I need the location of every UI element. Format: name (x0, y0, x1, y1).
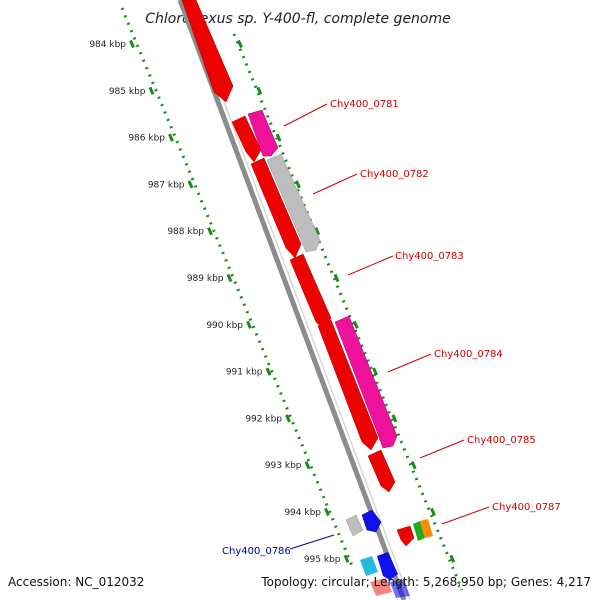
callout-line-0787 (441, 506, 490, 525)
right-scale-tick-mark (237, 39, 243, 49)
gene-small-green[interactable] (413, 521, 425, 541)
gene-arrow-red[interactable] (289, 253, 332, 331)
callout-line-0782 (312, 173, 358, 195)
right-scale-ticks (237, 39, 456, 563)
gene-label[interactable]: Chy400_0782 (360, 169, 429, 180)
gene-arrow-red[interactable] (396, 525, 415, 547)
kbp-tick-mark (324, 507, 330, 517)
gene-arrow-blue[interactable] (377, 552, 398, 580)
kbp-tick-label: 989 kbp (187, 274, 224, 284)
kbp-tick-label: 991 kbp (226, 368, 263, 378)
gene-label[interactable]: Chy400_0783 (395, 251, 464, 262)
right-scale-tick-mark (391, 414, 398, 423)
kbp-scale: 984 kbp 985 kbp 986 kbp 987 kbp 988 kbp 989 k… (89, 39, 350, 565)
kbp-tick-mark (207, 227, 213, 236)
gene-label[interactable]: Chy400_0784 (434, 349, 503, 360)
kbp-tick-label: 986 kbp (128, 134, 165, 144)
gene-chy400-0784[interactable] (334, 315, 398, 449)
kbp-tick-label: 990 kbp (206, 321, 243, 331)
gene-chy400-0787[interactable] (420, 519, 433, 538)
right-scale-tick-mark (352, 320, 359, 329)
right-scale-tick-mark (333, 273, 340, 283)
callout-line-0785 (419, 439, 465, 459)
right-scale-tick-mark (449, 554, 456, 563)
right-scale-dotted-line (232, 33, 464, 591)
kbp-tick-mark (246, 320, 252, 329)
callout-line-0783 (347, 255, 394, 276)
gene-arrow-red[interactable] (367, 449, 396, 493)
gene-arrow-red[interactable] (181, 0, 234, 103)
kbp-tick-mark (187, 180, 194, 189)
gene-arrow-blue[interactable] (361, 509, 382, 533)
kbp-tick-mark (304, 461, 311, 470)
map-title: Chloroflexus sp. Y-400-fl, complete geno… (145, 11, 451, 27)
kbp-tick-label: 984 kbp (89, 40, 126, 50)
kbp-tick-label: 992 kbp (245, 414, 282, 424)
kbp-tick-label: 993 kbp (265, 461, 302, 471)
callout-line-0786 (289, 534, 335, 550)
kbp-tick-label: 995 kbp (304, 555, 341, 565)
kbp-tick-mark (285, 414, 291, 423)
gene-small-cyan[interactable] (360, 556, 378, 576)
gene-label[interactable]: Chy400_0787 (492, 502, 561, 513)
kbp-tick-mark (226, 273, 233, 283)
gene-arrow-red[interactable] (231, 115, 262, 163)
gene-label[interactable]: Chy400_0781 (330, 99, 399, 110)
gene-chy400-0782[interactable] (266, 153, 321, 253)
accession-text: Accession: NC_012032 (8, 575, 144, 589)
kbp-tick-mark (129, 39, 135, 49)
kbp-tick-mark (343, 554, 350, 563)
kbp-tick-label: 988 kbp (167, 227, 204, 237)
kbp-tick-label: 994 kbp (284, 508, 321, 518)
gene-arrow-red-faded[interactable] (370, 578, 392, 596)
kbp-tick-mark (265, 367, 272, 376)
right-scale-tick-mark (410, 461, 417, 470)
gene-arrow-red[interactable] (317, 319, 379, 451)
right-scale-tick-mark (430, 507, 436, 517)
right-scale-tick-mark (314, 227, 321, 236)
right-scale-tick-mark (372, 367, 378, 376)
kbp-tick-mark (168, 133, 174, 142)
kbp-tick-mark (148, 86, 155, 95)
kbp-tick-label: 985 kbp (109, 87, 146, 97)
gene-chy400-0781[interactable] (247, 109, 279, 157)
genome-summary-text: Topology: circular; Length: 5,268,950 bp… (260, 575, 591, 589)
gene-arrow-red[interactable] (250, 157, 302, 259)
callout-line-0784 (387, 353, 432, 373)
callout-line-0781 (283, 103, 328, 127)
gene-chy400-0786[interactable] (345, 514, 364, 537)
kbp-tick-label: 987 kbp (148, 180, 185, 190)
right-scale-tick-mark (275, 133, 282, 142)
gene-label[interactable]: Chy400_0785 (467, 435, 536, 446)
genome-backbone (177, 0, 407, 600)
gene-arrow-blue-faded[interactable] (390, 580, 410, 598)
right-scale-tick-mark (295, 180, 301, 189)
gene-label[interactable]: Chy400_0786 (222, 546, 291, 557)
right-scale-tick-mark (256, 86, 263, 95)
